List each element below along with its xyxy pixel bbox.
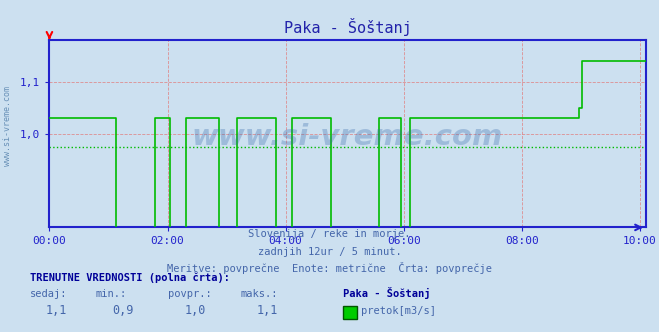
Text: min.:: min.: bbox=[96, 289, 127, 299]
Text: 1,1: 1,1 bbox=[257, 304, 278, 317]
Text: 1,1: 1,1 bbox=[46, 304, 67, 317]
Text: 0,9: 0,9 bbox=[112, 304, 133, 317]
Text: zadnjih 12ur / 5 minut.: zadnjih 12ur / 5 minut. bbox=[258, 247, 401, 257]
Text: pretok[m3/s]: pretok[m3/s] bbox=[361, 306, 436, 316]
Text: www.si-vreme.com: www.si-vreme.com bbox=[192, 124, 503, 151]
Text: maks.:: maks.: bbox=[241, 289, 278, 299]
Text: www.si-vreme.com: www.si-vreme.com bbox=[3, 86, 13, 166]
Text: povpr.:: povpr.: bbox=[168, 289, 212, 299]
Text: TRENUTNE VREDNOSTI (polna črta):: TRENUTNE VREDNOSTI (polna črta): bbox=[30, 272, 229, 283]
Text: Slovenija / reke in morje.: Slovenija / reke in morje. bbox=[248, 229, 411, 239]
Text: sedaj:: sedaj: bbox=[30, 289, 67, 299]
Text: Paka - Šoštanj: Paka - Šoštanj bbox=[343, 287, 430, 299]
Text: 1,0: 1,0 bbox=[185, 304, 206, 317]
Text: Meritve: povprečne  Enote: metrične  Črta: povprečje: Meritve: povprečne Enote: metrične Črta:… bbox=[167, 262, 492, 274]
Title: Paka - Šoštanj: Paka - Šoštanj bbox=[284, 18, 411, 36]
